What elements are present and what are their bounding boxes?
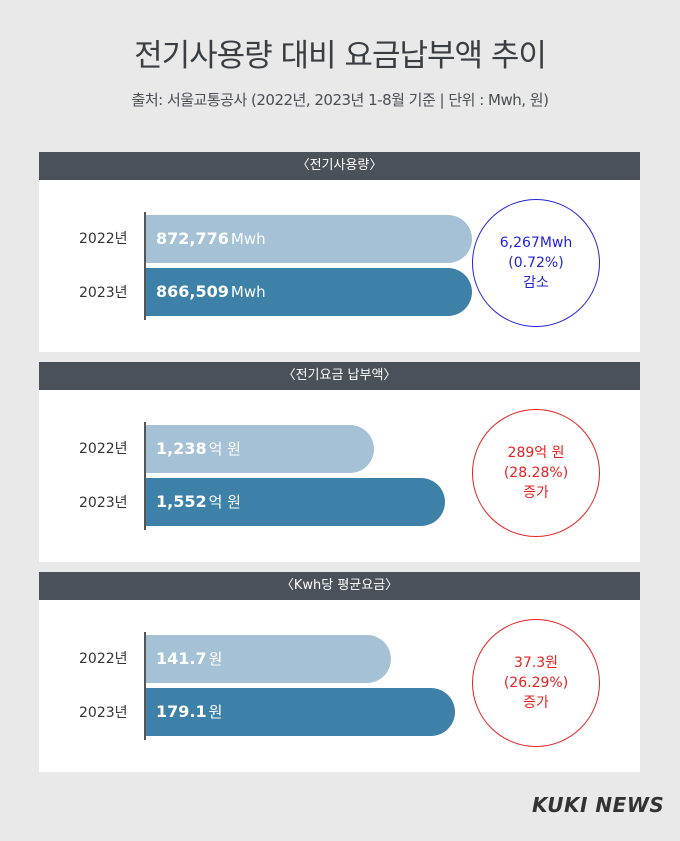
change-circle: 37.3원 (26.29%) 증가 [472,619,600,747]
kuki-news-logo: KUKI NEWS [532,793,665,817]
change-percent: (28.28%) [503,465,569,481]
bar-axis-line [144,212,146,320]
change-amount: 37.3원 [513,655,559,671]
section-header: 〈전기요금 납부액〉 [39,362,640,390]
bar-value-label: 866,509 [156,282,229,301]
change-direction: 증가 [523,695,549,711]
section-body: 2022년 2023년 1,238 억 원 1,552 억 원 289억 원 (28… [39,390,640,562]
section-body: 2022년 2023년 141.7 원 179.1 원 37.3원 (26.29%)… [39,600,640,772]
bar-value-label: 872,776 [156,229,229,248]
year-label-2023: 2023년 [79,285,128,301]
section-payment: 〈전기요금 납부액〉 2022년 2023년 1,238 억 원 1,552 억 원… [39,362,640,562]
bar-axis-line [144,632,146,740]
section-header: 〈Kwh당 평균요금〉 [39,572,640,600]
section-header: 〈전기사용량〉 [39,152,640,180]
year-label-2023: 2023년 [79,705,128,721]
bar-unit-label: 원 [208,703,223,721]
bar-2023: 866,509 Mwh [146,268,472,316]
change-percent: (26.29%) [503,675,569,691]
bar-unit-label: Mwh [230,283,266,301]
bar-axis-line [144,422,146,530]
page-title: 전기사용량 대비 요금납부액 추이 [134,38,547,74]
page-subtitle: 출처: 서울교통공사 (2022년, 2023년 1-8월 기준 | 단위 : … [131,91,549,109]
change-percent: (0.72%) [508,255,564,271]
bar-2022: 141.7 원 [146,635,391,683]
year-label-2022: 2022년 [79,441,128,457]
bar-unit-label: 억 원 [208,493,241,511]
bar-value-label: 141.7 [156,649,207,668]
change-direction: 증가 [523,485,549,501]
bar-value-label: 179.1 [156,702,207,721]
change-direction: 감소 [523,275,549,291]
bar-2022: 872,776 Mwh [146,215,472,263]
change-circle: 289억 원 (28.28%) 증가 [472,409,600,537]
year-label-2022: 2022년 [79,651,128,667]
bar-2023: 179.1 원 [146,688,455,736]
bar-value-label: 1,552 [156,492,207,511]
bar-unit-label: 억 원 [208,440,241,458]
year-label-2023: 2023년 [79,495,128,511]
section-body: 2022년 2023년 872,776 Mwh 866,509 Mwh 6,267M… [39,180,640,352]
bar-value-label: 1,238 [156,439,207,458]
year-label-2022: 2022년 [79,231,128,247]
bar-2023: 1,552 억 원 [146,478,445,526]
section-avg-rate: 〈Kwh당 평균요금〉 2022년 2023년 141.7 원 179.1 원 37… [39,572,640,772]
bar-2022: 1,238 억 원 [146,425,374,473]
bar-unit-label: Mwh [230,230,266,248]
change-amount: 6,267Mwh [499,235,573,251]
change-amount: 289억 원 [507,445,565,461]
section-usage: 〈전기사용량〉 2022년 2023년 872,776 Mwh 866,509 Mw… [39,152,640,352]
bar-unit-label: 원 [208,650,223,668]
change-circle: 6,267Mwh (0.72%) 감소 [472,199,600,327]
